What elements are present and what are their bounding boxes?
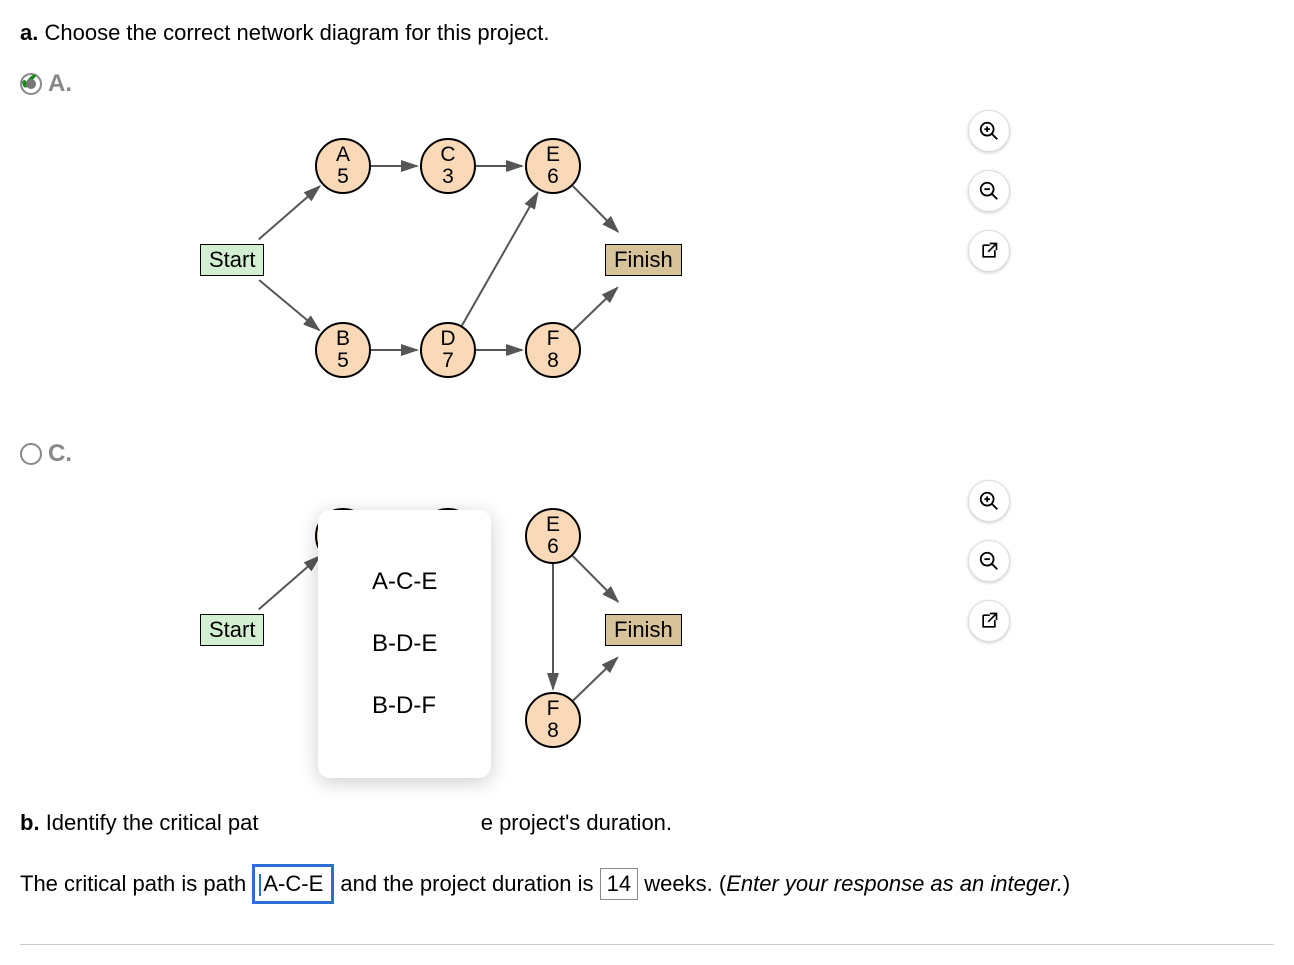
diagram-a: Start Finish A5 C3 E6 B5 D7 F8: [140, 110, 930, 390]
answer-line: The critical path is path A-C-E and the …: [20, 864, 1274, 904]
dropdown-item[interactable]: B-D-F: [372, 692, 437, 720]
node-c: C3: [420, 138, 476, 194]
answer-mid: and the project duration is: [340, 871, 593, 896]
caret-icon: [259, 874, 261, 896]
option-c-letter: C.: [48, 440, 72, 468]
diagram-c-toolbar: [968, 480, 1010, 642]
option-c-header[interactable]: C.: [20, 440, 1274, 468]
finish-box: Finish: [605, 614, 682, 646]
node-f: F8: [525, 322, 581, 378]
critical-path-select[interactable]: A-C-E: [252, 864, 334, 904]
start-box: Start: [200, 614, 264, 646]
question-b-after: e project's duration.: [481, 810, 672, 835]
open-external-icon[interactable]: [968, 230, 1010, 272]
zoom-in-icon[interactable]: [968, 110, 1010, 152]
diagram-c: StartFinishACE6F8A-C-EB-D-EB-D-F: [140, 480, 930, 760]
node-d: D7: [420, 322, 476, 378]
open-external-icon[interactable]: [968, 600, 1010, 642]
dropdown-item[interactable]: A-C-E: [372, 568, 437, 596]
radio-option-c[interactable]: [20, 443, 42, 465]
answer-suffix: weeks. (: [644, 871, 726, 896]
node-f: F8: [525, 692, 581, 748]
option-a-block: ✔ A. Start Finish A5 C3 E6 B5 D7 F8: [20, 70, 1274, 390]
radio-option-a[interactable]: ✔: [20, 73, 42, 95]
question-a-label: a.: [20, 20, 38, 45]
zoom-out-icon[interactable]: [968, 540, 1010, 582]
question-a-text: Choose the correct network diagram for t…: [44, 20, 549, 45]
question-b-before: Identify the critical pat: [46, 810, 259, 835]
critical-path-value: A-C-E: [263, 871, 323, 896]
question-a: a. Choose the correct network diagram fo…: [20, 20, 1274, 46]
diagram-a-toolbar: [968, 110, 1010, 272]
footer-divider: [20, 944, 1274, 945]
node-a: A5: [315, 138, 371, 194]
zoom-out-icon[interactable]: [968, 170, 1010, 212]
node-e: E6: [525, 508, 581, 564]
dropdown-item[interactable]: B-D-E: [372, 630, 437, 658]
duration-value: 14: [607, 871, 631, 896]
duration-input[interactable]: 14: [600, 868, 638, 900]
option-c-block: C. StartFinishACE6F8A-C-EB-D-EB-D-F: [20, 440, 1274, 760]
start-box: Start: [200, 244, 264, 276]
zoom-in-icon[interactable]: [968, 480, 1010, 522]
node-b: B5: [315, 322, 371, 378]
answer-hint: Enter your response as an integer.: [726, 871, 1063, 896]
checkmark-icon: ✔: [20, 69, 38, 95]
finish-box: Finish: [605, 244, 682, 276]
option-a-letter: A.: [48, 70, 72, 98]
path-dropdown[interactable]: A-C-E B-D-E B-D-F: [318, 510, 491, 778]
answer-close: ): [1063, 871, 1070, 896]
option-a-header[interactable]: ✔ A.: [20, 70, 1274, 98]
node-e: E6: [525, 138, 581, 194]
question-b-label: b.: [20, 810, 40, 835]
question-b: b. Identify the critical pat e project's…: [20, 810, 1274, 836]
answer-prefix: The critical path is path: [20, 871, 246, 896]
